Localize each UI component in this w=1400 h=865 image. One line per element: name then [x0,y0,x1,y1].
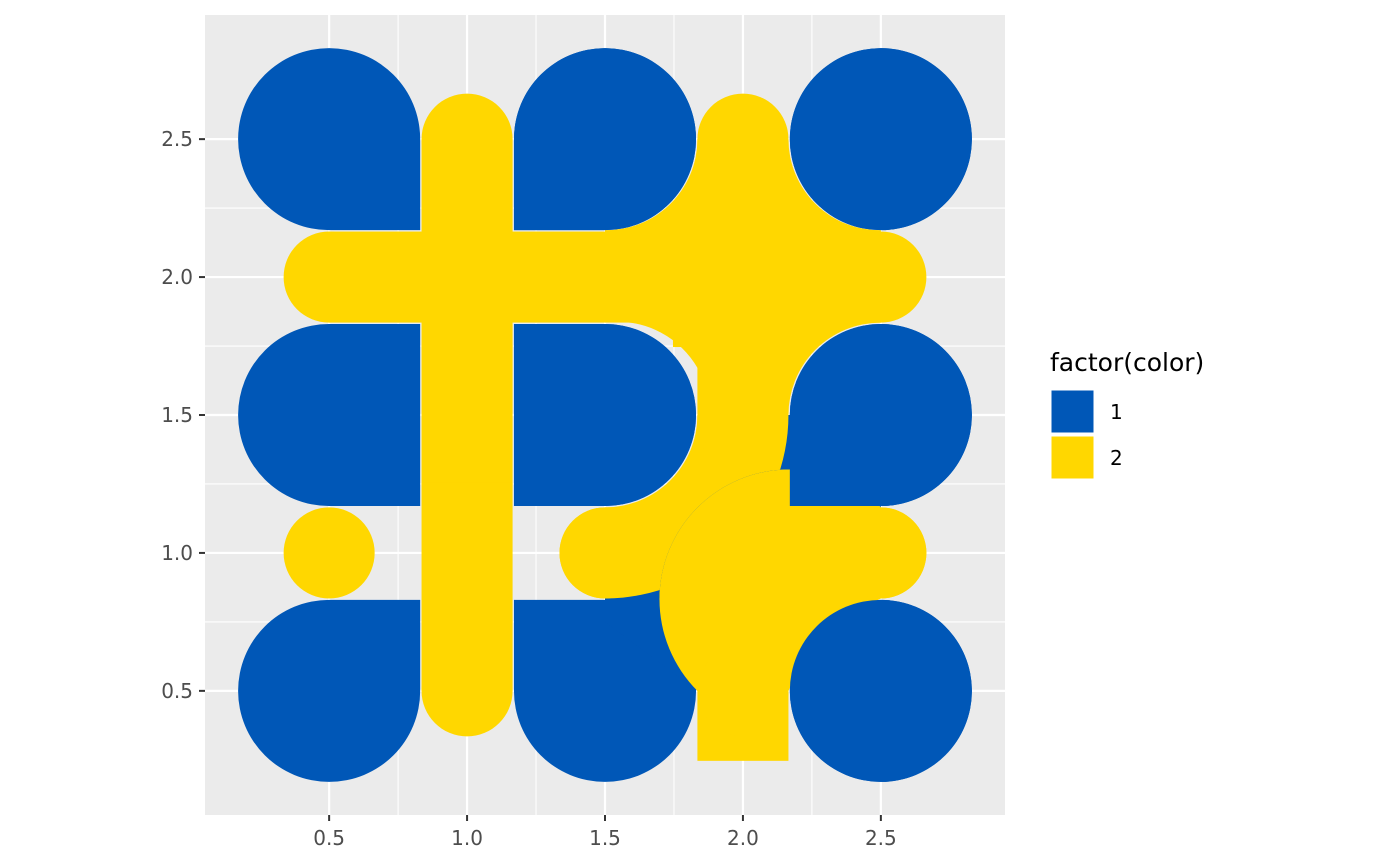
stroke-body [329,231,400,323]
tile-mark-2 [605,277,881,461]
x-tick-label: 0.5 [313,826,345,850]
tile-mark-2 [283,231,400,323]
legend: factor(color) 1 2 [1050,348,1204,480]
tile-mark-2 [605,415,789,599]
axes: 0.5 1.0 1.5 2.0 2.5 0.5 1.0 1.5 2.0 2.5 [161,127,897,850]
tile-mark-1 [789,323,972,507]
y-tick-label: 1.0 [161,541,193,565]
tile-mark-2 [835,507,927,599]
x-tick-label: 2.0 [727,826,759,850]
tile-mark-2 [421,620,513,737]
tile-mark-1 [789,599,972,782]
tile-mark-1 [238,599,421,782]
stroke-body [421,620,513,691]
legend-label-1: 1 [1110,400,1123,424]
tile-mark-2 [283,507,375,599]
tile-mark-1 [238,323,421,507]
tile-mark-2 [421,345,513,485]
tile-mark-2 [559,507,651,599]
legend-label-2: 2 [1110,446,1123,470]
tile-mark-1 [238,48,421,231]
legend-title: factor(color) [1050,348,1204,377]
chart-marks [238,48,972,782]
tile-mark-2 [421,93,513,210]
x-tick-label: 1.0 [451,826,483,850]
cross-horizontal [397,231,538,323]
y-tick-label: 2.0 [161,265,193,289]
tile-mark-2 [605,139,881,278]
stroke-body [421,139,513,210]
tile-mark-2 [397,207,538,348]
x-tick-label: 2.5 [865,826,897,850]
tile-mark-1 [789,48,972,231]
tile-mark-2 [421,482,513,623]
tile-mark-2 [697,645,789,737]
legend-key-1 [1050,389,1095,434]
y-tick-label: 0.5 [161,679,193,703]
legend-key-2 [1050,435,1095,480]
x-tick-label: 1.5 [589,826,621,850]
y-tick-label: 1.5 [161,403,193,427]
tile-mark-1 [513,48,697,231]
y-tick-label: 2.5 [161,127,193,151]
tile-mark-1 [513,323,697,507]
